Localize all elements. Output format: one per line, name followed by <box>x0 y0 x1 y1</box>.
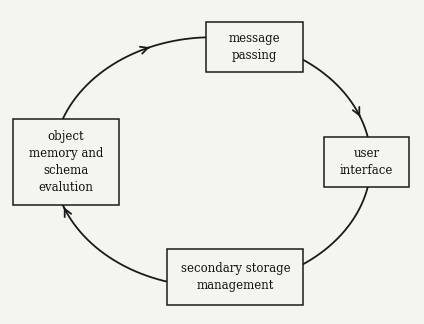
Text: object
memory and
schema
evalution: object memory and schema evalution <box>28 130 103 194</box>
Text: user
interface: user interface <box>340 147 393 177</box>
FancyBboxPatch shape <box>324 137 409 187</box>
Text: secondary storage
management: secondary storage management <box>181 262 290 292</box>
FancyBboxPatch shape <box>206 22 303 72</box>
Text: message
passing: message passing <box>229 32 280 62</box>
FancyBboxPatch shape <box>167 249 303 305</box>
FancyBboxPatch shape <box>13 119 119 205</box>
